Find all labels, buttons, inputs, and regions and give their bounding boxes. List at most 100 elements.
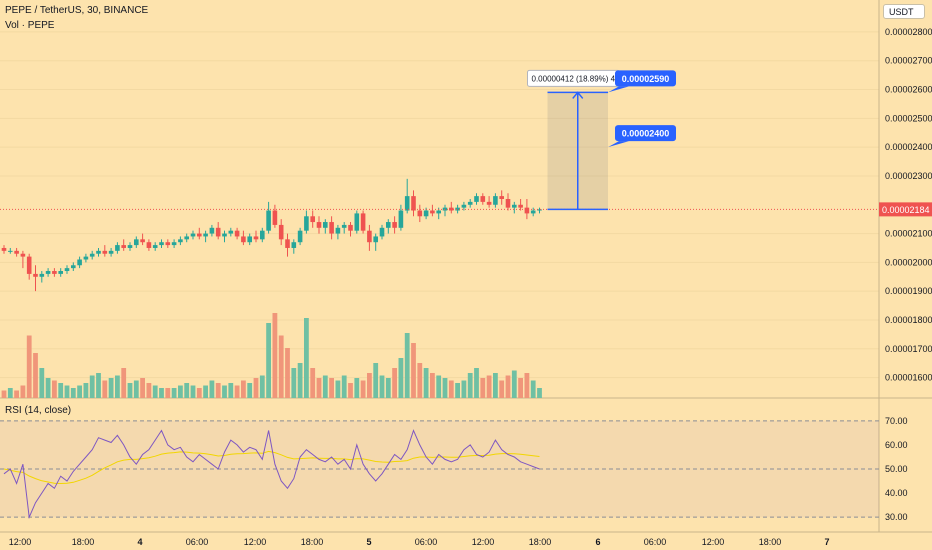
time-tick-label: 4 bbox=[137, 537, 142, 547]
candle-body bbox=[285, 239, 290, 248]
candle-body bbox=[316, 222, 322, 228]
volume-bar bbox=[467, 373, 473, 398]
volume-bar bbox=[404, 333, 410, 398]
rsi-band bbox=[0, 420, 879, 518]
candle-body bbox=[159, 242, 164, 246]
candle-body bbox=[373, 236, 378, 243]
volume-bar bbox=[360, 380, 366, 398]
volume-bar bbox=[247, 383, 253, 398]
currency-button[interactable]: USDT bbox=[883, 4, 925, 19]
candle-body bbox=[417, 210, 423, 217]
volume-bar bbox=[474, 368, 479, 398]
volume-bar bbox=[322, 375, 328, 398]
candle-body bbox=[184, 236, 189, 240]
candle-body bbox=[234, 230, 240, 237]
volume-bar bbox=[64, 385, 70, 398]
candle-body bbox=[449, 207, 454, 211]
rsi-legend: RSI (14, close) bbox=[5, 405, 72, 416]
volume-bar bbox=[480, 378, 486, 398]
candle-body bbox=[8, 250, 13, 252]
callout-box bbox=[615, 125, 676, 142]
candle-body bbox=[436, 210, 441, 214]
price-tick-label: 0.00002500 bbox=[885, 113, 932, 123]
price-tick-label: 0.00002300 bbox=[885, 171, 932, 181]
time-tick-label: 18:00 bbox=[759, 537, 782, 547]
price-tick-label: 0.00002600 bbox=[885, 85, 932, 95]
candle-body bbox=[222, 233, 227, 237]
volume-bar bbox=[259, 375, 265, 398]
candle-body bbox=[178, 239, 183, 243]
time-tick-label: 06:00 bbox=[644, 537, 667, 547]
volume-bar bbox=[165, 388, 171, 398]
volume-bar bbox=[196, 388, 202, 398]
volume-bar bbox=[423, 368, 429, 398]
volume-bar bbox=[133, 380, 139, 398]
volume-bar bbox=[373, 363, 379, 398]
measure-label: 0.00000412 (18.89%) 4 bbox=[532, 74, 616, 83]
volume-bar bbox=[121, 368, 127, 398]
time-tick-label: 06:00 bbox=[415, 537, 438, 547]
price-tick-label: 0.00002700 bbox=[885, 56, 932, 66]
candle-body bbox=[77, 259, 82, 266]
candle-body bbox=[171, 242, 177, 246]
candle-body bbox=[83, 256, 89, 260]
volume-bar bbox=[83, 383, 89, 398]
volume-bar bbox=[52, 380, 57, 398]
volume-bar bbox=[455, 383, 460, 398]
rsi-line bbox=[3, 429, 540, 520]
candle-body bbox=[518, 204, 523, 208]
price-tick-label: 0.00001900 bbox=[885, 286, 932, 296]
candle-body bbox=[266, 210, 271, 231]
candle-body bbox=[505, 199, 511, 208]
volume-bar bbox=[152, 385, 158, 398]
candle-body bbox=[64, 268, 70, 272]
time-tick-label: 06:00 bbox=[186, 537, 209, 547]
volume-bar bbox=[7, 388, 13, 398]
candle-body bbox=[1, 247, 7, 251]
callout-pointer bbox=[608, 86, 629, 93]
volume-bar bbox=[253, 378, 259, 398]
candle-body bbox=[398, 210, 404, 228]
candle-body bbox=[455, 207, 460, 211]
volume-bar bbox=[335, 380, 341, 398]
candle-body bbox=[348, 224, 353, 231]
volume-bar bbox=[285, 348, 290, 398]
candle-body bbox=[493, 196, 498, 205]
candle-body bbox=[260, 230, 265, 240]
last-price-badge bbox=[879, 202, 932, 217]
price-tick-label: 0.00002100 bbox=[885, 229, 932, 239]
time-tick-label: 6 bbox=[595, 537, 600, 547]
candle-body bbox=[360, 213, 366, 231]
volume-bar bbox=[329, 378, 334, 398]
volume-bar bbox=[190, 385, 196, 398]
candle-body bbox=[442, 207, 448, 211]
volume-bar bbox=[278, 335, 284, 398]
volume-bar bbox=[430, 373, 435, 398]
candle-body bbox=[411, 196, 416, 211]
rsi-tick-label: 50.00 bbox=[885, 464, 908, 474]
volume-bar bbox=[341, 375, 347, 398]
candle-body bbox=[146, 242, 152, 248]
volume-bar bbox=[272, 313, 278, 398]
volume-bar bbox=[304, 318, 309, 398]
volume-bar bbox=[178, 385, 183, 398]
time-tick-label: 12:00 bbox=[244, 537, 267, 547]
time-tick-label: 12:00 bbox=[9, 537, 32, 547]
candle-body bbox=[423, 210, 429, 217]
price-tick-label: 0.00002000 bbox=[885, 257, 932, 267]
volume-bar bbox=[89, 375, 95, 398]
time-tick-label: 18:00 bbox=[529, 537, 552, 547]
candle-body bbox=[379, 227, 385, 237]
volume-bar bbox=[310, 368, 316, 398]
volume-bar bbox=[505, 375, 511, 398]
volume-bar bbox=[398, 358, 404, 398]
candle-body bbox=[278, 224, 284, 240]
volume-bar bbox=[33, 353, 38, 398]
rsi-tick-label: 60.00 bbox=[885, 440, 908, 450]
last-price-label: 0.00002184 bbox=[882, 205, 930, 215]
candle-body bbox=[209, 227, 215, 234]
candle-body bbox=[26, 256, 32, 274]
candle-body bbox=[291, 242, 297, 248]
candle-body bbox=[461, 204, 467, 208]
